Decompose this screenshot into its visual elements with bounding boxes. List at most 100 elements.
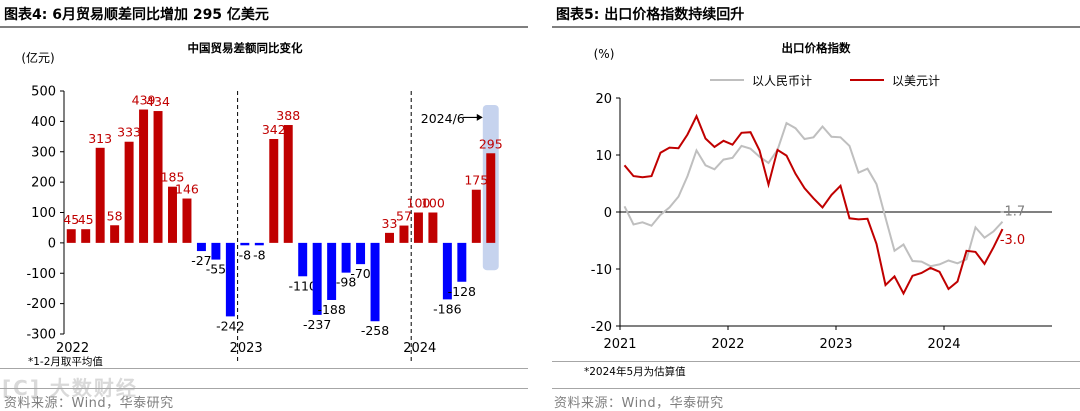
bar-y-tick-label: 400 — [31, 115, 56, 130]
series-line-usd — [623, 113, 1004, 296]
bar — [182, 198, 192, 243]
series-end-label: -3.0 — [1000, 233, 1025, 248]
bar — [240, 242, 250, 246]
bar — [298, 242, 308, 277]
bar-chart-title: 中国贸易差额同比变化 — [188, 41, 303, 55]
line-x-tick-label: 2024 — [927, 337, 960, 352]
bar — [327, 242, 337, 300]
bar-value-label: 185 — [161, 170, 185, 185]
right-figure: 图表5: 出口价格指数持续回升 出口价格指数 (%) 以人民币计 以美元计 -20 -10… — [552, 0, 1080, 411]
bar-y-tick-label: 300 — [31, 145, 56, 160]
bar — [486, 153, 496, 243]
bar-value-label: 295 — [479, 136, 503, 151]
right-source: 资料来源：Wind，华泰研究 — [554, 396, 724, 411]
bar-value-label: 100 — [407, 196, 431, 211]
bar-value-label: 333 — [117, 125, 141, 140]
right-note-rule — [552, 361, 1080, 362]
line-y-tick-label: 10 — [595, 149, 612, 164]
bar-value-label: 45 — [78, 212, 94, 227]
bar-value-label: 175 — [464, 173, 488, 188]
bar — [110, 225, 120, 243]
left-figure: 图表4: 6月贸易顺差同比增加 295 亿美元 中国贸易差额同比变化 (亿元) -3… — [0, 0, 530, 411]
bar-value-label: 100 — [421, 196, 445, 211]
left-title-rule — [0, 26, 528, 28]
bar — [457, 242, 467, 282]
left-source-rule — [0, 388, 528, 389]
series-end-label: -1.7 — [1000, 205, 1025, 220]
bar-value-label: 439 — [132, 93, 156, 108]
bar — [66, 229, 76, 243]
right-figure-title: 图表5: 出口价格指数持续回升 — [556, 7, 745, 23]
legend-label-usd: 以美元计 — [892, 74, 940, 88]
bar-y-tick-label: 500 — [31, 85, 56, 100]
bar-value-label: -188 — [317, 302, 345, 317]
bar — [196, 242, 206, 252]
export-price-line-chart: 出口价格指数 (%) 以人民币计 以美元计 -20 -10 0 10 20 2021 2022 202… — [591, 41, 1052, 352]
bar-value-label: 146 — [175, 182, 199, 197]
bar-value-label: -258 — [361, 323, 389, 338]
bar — [471, 189, 481, 243]
bar-value-label: -128 — [448, 284, 476, 299]
bar — [399, 225, 409, 243]
bar — [153, 111, 163, 243]
bar — [95, 147, 105, 243]
bar-value-label: 388 — [276, 108, 300, 123]
bar-value-label: 313 — [88, 131, 112, 146]
bar — [168, 186, 177, 243]
bar — [254, 242, 264, 246]
line-y-tick-label: -10 — [591, 263, 612, 278]
bar-value-label: -27 — [191, 253, 211, 268]
left-note: *1-2月取平均值 — [28, 356, 103, 368]
bar-value-label: -242 — [216, 318, 244, 333]
bar-value-label: -110 — [289, 278, 317, 293]
bar — [225, 242, 235, 317]
trade-balance-bar-chart: 中国贸易差额同比变化 (亿元) -300 -200 -100 0 100 200 300 400 5… — [21, 41, 503, 364]
line-x-tick-label: 2023 — [819, 337, 852, 352]
annotation-label: 2024/6 — [421, 111, 465, 126]
line-x-tick-label: 2021 — [603, 337, 636, 352]
bar-value-label: -8 — [239, 247, 252, 262]
bar-value-label: -237 — [303, 317, 331, 332]
right-title-rule — [552, 26, 1080, 28]
bar — [428, 212, 438, 243]
bar — [413, 212, 423, 243]
left-figure-title: 图表4: 6月贸易顺差同比增加 295 亿美元 — [4, 7, 269, 23]
bar-year-label: 2024 — [403, 341, 436, 356]
line-y-tick-label: 0 — [604, 206, 612, 221]
bar-y-tick-label: 200 — [31, 176, 56, 191]
bar-year-label: 2023 — [230, 341, 263, 356]
bar-value-label: -98 — [336, 275, 356, 290]
bar — [211, 242, 221, 260]
bar — [385, 232, 394, 243]
bar — [442, 242, 452, 300]
bar-value-label: 58 — [107, 208, 123, 223]
bar-y-tick-label: -200 — [26, 297, 56, 312]
bar-value-label: 342 — [262, 122, 286, 137]
bar-year-label: 2022 — [56, 341, 89, 356]
bar-y-tick-label: -300 — [26, 328, 56, 343]
bar — [81, 229, 91, 243]
bar-value-label: 434 — [146, 94, 170, 109]
bar-y-tick-label: 100 — [31, 206, 56, 221]
bar-value-label: -186 — [433, 301, 461, 316]
right-note: *2024年5月为估算值 — [584, 366, 686, 378]
right-source-rule — [552, 388, 1080, 389]
bar-value-label: 57 — [396, 209, 412, 224]
bar — [341, 242, 351, 273]
bar-value-label: 33 — [382, 216, 398, 231]
bar — [124, 141, 134, 243]
bar-value-label: -55 — [206, 262, 226, 277]
bar-value-label: 45 — [63, 212, 79, 227]
line-chart-title: 出口价格指数 — [782, 41, 851, 55]
bar — [312, 242, 322, 315]
left-source: 资料来源：Wind，华泰研究 — [4, 396, 174, 411]
bar — [283, 125, 293, 243]
bar-value-label: -70 — [350, 266, 370, 281]
line-y-axis-label: (%) — [594, 47, 615, 61]
line-x-tick-label: 2022 — [711, 337, 744, 352]
series-line-rmb — [623, 121, 1004, 268]
bar-y-axis-label: (亿元) — [21, 50, 54, 65]
bar — [269, 138, 279, 243]
line-y-tick-label: -20 — [591, 320, 612, 335]
line-y-tick-label: 20 — [595, 92, 612, 107]
